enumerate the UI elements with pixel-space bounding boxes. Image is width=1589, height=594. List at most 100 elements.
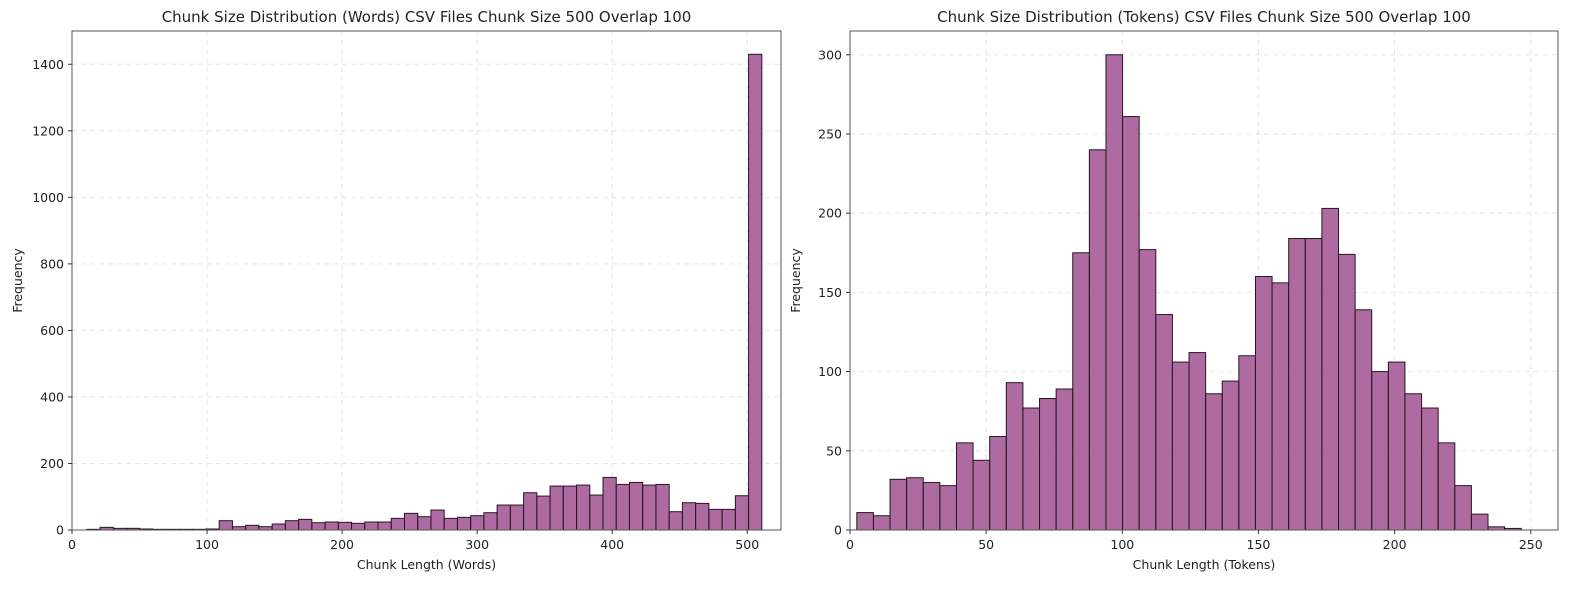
tokens-histogram-bar — [1221, 380, 1240, 531]
tokens-histogram-bar — [1155, 314, 1173, 531]
words-y-tick-label: 400 — [40, 389, 64, 404]
tokens-histogram-bar — [1454, 485, 1472, 531]
words-histogram-bar — [324, 521, 339, 531]
words-histogram-bar — [470, 515, 485, 531]
words-histogram-bar — [628, 481, 644, 531]
words-histogram-bar — [655, 483, 670, 531]
words-histogram-bar — [403, 512, 419, 531]
words-histogram-bar — [681, 502, 697, 531]
tokens-y-tick-label: 250 — [818, 126, 842, 141]
words-histogram-bar — [576, 484, 591, 531]
tokens-histogram-bar — [922, 481, 941, 531]
words-x-tick-label: 100 — [195, 537, 219, 552]
words-y-tick-label: 800 — [40, 256, 64, 271]
words-histogram-bar — [337, 521, 353, 531]
words-x-tick-label: 200 — [330, 537, 354, 552]
tokens-chart-title: Chunk Size Distribution (Tokens) CSV Fil… — [937, 8, 1471, 26]
words-histogram-bar — [536, 495, 551, 531]
words-chart-title: Chunk Size Distribution (Words) CSV File… — [162, 8, 692, 26]
words-x-tick-label: 0 — [68, 537, 76, 552]
tokens-histogram-bar — [1088, 149, 1107, 531]
tokens-histogram-bar — [1304, 238, 1323, 531]
tokens-histogram-bar — [1338, 253, 1356, 531]
tokens-histogram-bar — [889, 478, 908, 531]
words-y-tick-label: 1400 — [32, 57, 64, 72]
tokens-histogram-bar — [1055, 388, 1074, 531]
words-y-tick-label: 600 — [40, 323, 64, 338]
words-histogram-bar — [523, 492, 538, 531]
tokens-histogram-bar — [872, 515, 891, 531]
words-histogram-bar — [245, 524, 260, 531]
words-histogram-bar — [721, 508, 736, 531]
tokens-histogram-bar — [1404, 393, 1423, 531]
words-histogram-bar — [483, 512, 498, 531]
words-x-tick-label: 300 — [465, 537, 489, 552]
words-x-tick-label: 500 — [735, 537, 759, 552]
words-histogram-bar — [695, 502, 710, 531]
words-x-tick-label: 400 — [600, 537, 624, 552]
tokens-histogram-bar — [1470, 513, 1489, 531]
tokens-histogram-bar — [1072, 252, 1090, 531]
words-histogram-bar — [218, 520, 233, 531]
tokens-x-tick-label: 100 — [1110, 537, 1134, 552]
words-histogram-bar — [549, 485, 564, 531]
words-histogram-panel: 0 100 200 300 400 500 0 200 400 600 800 1000 1200 140… — [10, 8, 782, 572]
words-histogram-bar — [284, 520, 300, 531]
tokens-plot-frame — [849, 30, 1559, 531]
tokens-x-tick-label: 50 — [978, 537, 994, 552]
tokens-histogram-bar — [955, 442, 974, 531]
tokens-y-tick-label: 300 — [818, 47, 842, 62]
tokens-histogram-bar — [1005, 382, 1024, 531]
tokens-histogram-bar — [1437, 442, 1456, 531]
words-histogram-bar — [417, 516, 432, 531]
tokens-histogram-bar — [1039, 398, 1057, 531]
words-histogram-bar — [668, 511, 683, 531]
words-histogram-bar — [377, 521, 392, 531]
tokens-y-axis-label: Frequency — [788, 248, 803, 313]
words-y-tick-label: 200 — [40, 456, 64, 471]
words-histogram-bar — [602, 476, 617, 531]
tokens-x-tick-label: 0 — [846, 537, 854, 552]
tokens-x-tick-label: 250 — [1519, 537, 1543, 552]
words-histogram-bar — [390, 517, 405, 531]
words-histogram-bar — [589, 494, 604, 531]
tokens-x-tick-label: 200 — [1383, 537, 1407, 552]
words-plot-frame — [71, 30, 782, 531]
tokens-histogram-bar — [1138, 249, 1157, 531]
tokens-y-tick-label: 150 — [818, 285, 842, 300]
tokens-y-tick-label: 50 — [826, 443, 842, 458]
tokens-histogram-bar — [1022, 407, 1041, 531]
tokens-histogram-bar — [856, 512, 874, 531]
words-y-tick-label: 1200 — [32, 123, 64, 138]
words-histogram-bar — [615, 483, 630, 531]
words-histogram-bar — [509, 504, 525, 531]
words-histogram-bar — [351, 522, 366, 531]
tokens-x-tick-label: 150 — [1247, 537, 1271, 552]
tokens-y-tick-label: 0 — [834, 523, 842, 538]
tokens-y-tick-label: 200 — [818, 206, 842, 221]
words-histogram-bar — [364, 521, 379, 531]
tokens-histogram-bar — [1321, 207, 1340, 531]
words-y-axis-label: Frequency — [10, 248, 25, 313]
words-y-tick-label: 0 — [56, 523, 64, 538]
tokens-histogram-bar — [1271, 282, 1290, 531]
words-histogram-bar — [456, 516, 472, 531]
tokens-histogram-bar — [1105, 54, 1124, 531]
words-histogram-bar — [734, 495, 750, 531]
words-histogram-bar — [311, 522, 326, 531]
tokens-histogram-bar — [1188, 352, 1207, 531]
tokens-histogram-bar — [1122, 116, 1140, 531]
words-histogram-bar — [642, 484, 657, 531]
words-histogram-bar — [271, 523, 286, 531]
tokens-histogram-bar — [1205, 393, 1223, 531]
tokens-histogram-panel: 0 50 100 150 200 250 0 50 100 150 200 250 300 Chunk S… — [788, 8, 1559, 572]
words-histogram-bar — [708, 508, 723, 531]
words-histogram-bar — [298, 518, 313, 531]
tokens-histogram-bar — [1288, 238, 1306, 531]
tokens-histogram-bar — [972, 459, 991, 531]
tokens-histogram-bar — [1421, 407, 1439, 531]
words-histogram-bar — [443, 517, 458, 531]
words-histogram-bar — [496, 504, 511, 531]
